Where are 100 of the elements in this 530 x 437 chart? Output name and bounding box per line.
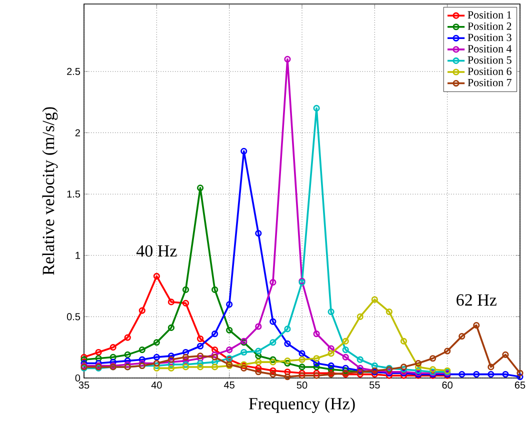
y-tick-label: 0.5 [66,313,80,320]
y-tick-label: 2 [75,129,80,136]
y-tick-label: 1.5 [67,190,80,198]
point [153,339,160,346]
point [95,348,102,356]
point [182,358,190,364]
point [298,350,306,357]
point [328,366,334,373]
point [473,371,480,378]
y-tick-label: 1 [76,252,80,259]
point [298,370,306,376]
point [212,364,218,370]
point [284,373,291,380]
point [430,366,436,373]
point [182,348,190,356]
point [226,301,233,308]
point [196,352,204,360]
point [182,361,190,368]
point [328,345,334,352]
x-axis-title: Frequency (Hz) [248,397,355,413]
point [124,334,131,341]
point [168,356,174,363]
legend-label: Position 3 [468,34,512,42]
point [502,371,509,378]
point [400,372,408,379]
point [473,322,480,329]
point [124,351,131,358]
x-tick-label: 40 [151,382,162,389]
point [298,372,306,379]
point [182,300,190,306]
point [212,286,218,294]
point [430,355,436,362]
point [196,342,204,350]
point [168,352,174,360]
point [212,351,218,358]
point [313,370,320,376]
point [168,358,174,366]
point [240,348,248,356]
point [400,366,408,373]
point [196,184,204,192]
point [313,104,320,112]
point [168,364,174,372]
point [298,356,306,363]
point [356,313,364,320]
point [488,371,494,378]
point [270,367,276,374]
x-tick-label: 55 [370,382,380,389]
point [313,372,320,379]
point [138,307,146,314]
point [196,355,204,362]
point [138,360,146,367]
point [298,364,306,370]
point [153,354,160,360]
x-tick-label: 60 [442,382,453,389]
point [182,286,190,294]
point [255,352,262,360]
x-tick-label: 65 [514,382,526,389]
point [444,348,451,354]
y-tick-label: 2.5 [67,68,80,75]
annotation: 62 Hz [456,294,496,306]
point [196,335,204,342]
y-tick-label: 0 [75,374,80,382]
point [153,272,160,280]
point [212,346,218,354]
point [124,358,131,364]
point [240,364,248,372]
point [342,338,349,345]
point [270,356,276,363]
point [458,371,466,378]
point [196,360,204,367]
point [342,346,349,354]
point [342,367,349,374]
point [458,333,466,340]
point [386,308,393,316]
point [284,340,291,347]
point [270,318,276,325]
point [328,308,334,316]
point [138,356,146,363]
point [313,355,320,362]
legend-label: Position 2 [468,22,512,30]
point [342,364,349,372]
point [255,230,262,237]
point [371,371,378,378]
point [255,358,262,366]
point [255,364,262,372]
point [356,364,364,372]
point [284,326,291,332]
point [313,364,320,370]
legend-label: Position 1 [468,11,512,19]
point [168,298,174,306]
point [138,346,146,354]
point [502,351,509,358]
annotation: 40 Hz [136,245,177,257]
point [270,358,276,366]
point [196,364,204,370]
legend-label: Position 5 [468,56,512,64]
point [255,348,262,354]
x-tick-label: 45 [224,382,234,389]
point [270,279,276,286]
point [110,358,116,366]
